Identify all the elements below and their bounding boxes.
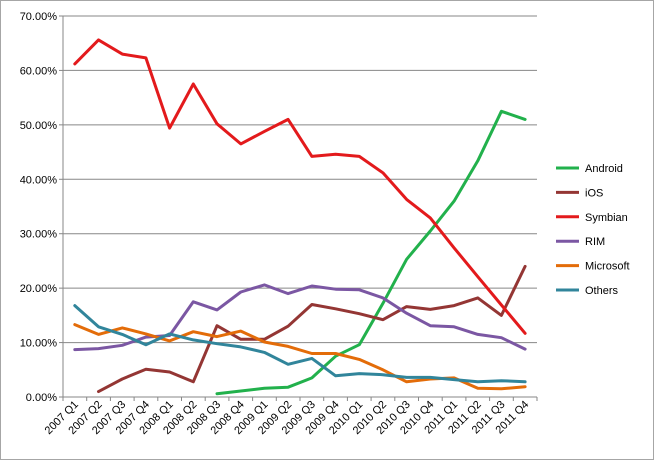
series-line-symbian (73, 38, 527, 335)
axes: 0.00% 10.00% 20.00% 30.00% 40.00% 50.00% 60.00… (20, 11, 538, 437)
series-line-rim (73, 283, 527, 352)
y-tick-label: 30.00% (20, 229, 58, 241)
legend-label-rim: RIM (585, 236, 605, 248)
legend-label-ios: iOS (585, 187, 603, 199)
y-tick-label: 50.00% (20, 120, 58, 132)
legend: Android iOS Symbian RIM Microsoft Others (556, 163, 630, 297)
series-line-others (73, 304, 527, 384)
series-line-ios (97, 264, 527, 394)
y-tick-label: 60.00% (20, 65, 58, 77)
y-tick-label: 10.00% (20, 338, 58, 350)
series-lines (73, 38, 527, 396)
y-tick-label: 20.00% (20, 283, 58, 295)
y-tick-label: 40.00% (20, 174, 58, 186)
legend-label-android: Android (585, 163, 623, 175)
y-tick-label: 0.00% (26, 392, 57, 404)
y-tick-label: 70.00% (20, 11, 58, 23)
legend-label-microsoft: Microsoft (585, 261, 630, 273)
legend-label-others: Others (585, 285, 619, 297)
legend-label-symbian: Symbian (585, 212, 628, 224)
series-line-android (215, 109, 527, 396)
